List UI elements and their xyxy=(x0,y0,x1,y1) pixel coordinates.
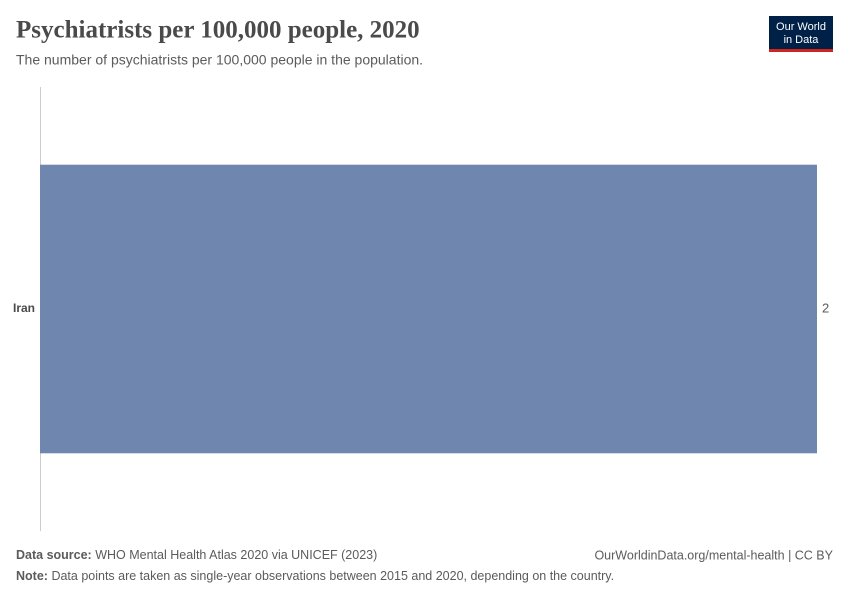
note: Note: Data points are taken as single-ye… xyxy=(16,569,614,583)
logo-text: in Data xyxy=(784,34,820,46)
bar xyxy=(40,164,817,454)
note-text: Data points are taken as single-year obs… xyxy=(51,569,614,583)
logo-stripe xyxy=(769,49,833,52)
source: Data source: WHO Mental Health Atlas 202… xyxy=(16,548,377,562)
y-tick-label: Iran xyxy=(13,301,35,315)
logo[interactable]: Our World in Data xyxy=(769,16,833,52)
logo-text: Our World xyxy=(776,21,826,33)
source-text: WHO Mental Health Atlas 2020 via UNICEF … xyxy=(95,548,377,562)
logo-box xyxy=(769,16,833,52)
url[interactable]: OurWorldinData.org/mental-health | CC BY xyxy=(594,548,833,562)
chart-subtitle: The number of psychiatrists per 100,000 … xyxy=(16,52,423,68)
value-label: 2 xyxy=(822,300,829,315)
chart-title: Psychiatrists per 100,000 people, 2020 xyxy=(16,17,420,44)
note-label: Note: xyxy=(16,569,48,583)
source-label: Data source: xyxy=(16,548,92,562)
